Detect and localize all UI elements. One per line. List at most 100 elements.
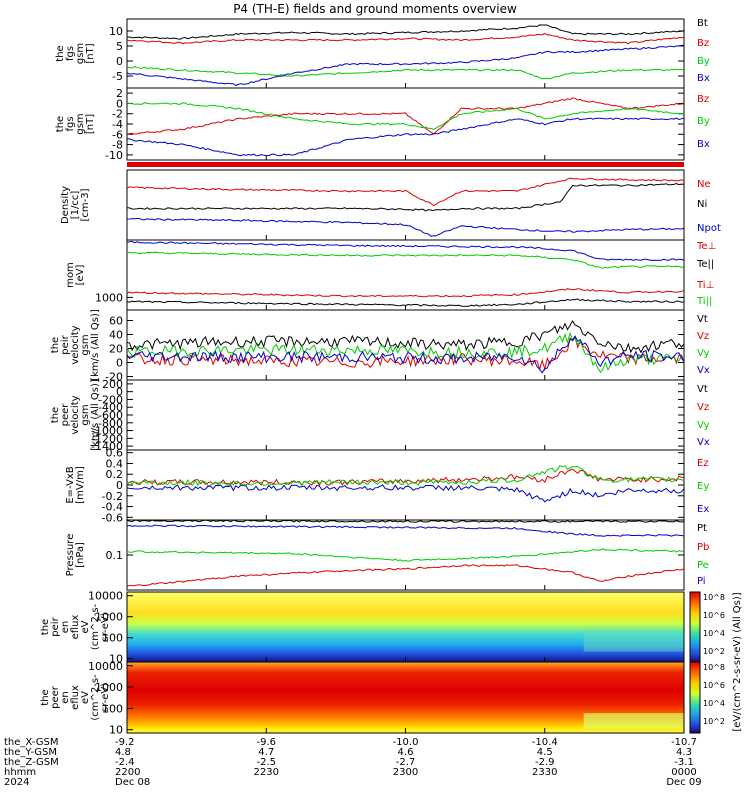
legend-entry: Ex <box>697 504 709 515</box>
y-tick-label: -0.4 <box>102 501 123 514</box>
series-line-Ti⊥ <box>126 288 685 298</box>
y-tick-label: 40 <box>109 329 123 342</box>
legend-entry: Te⊥ <box>696 241 716 252</box>
y-tick-label: -200 <box>98 393 123 406</box>
legend-entry: Vt <box>697 384 708 395</box>
y-tick-label: -1400 <box>91 440 123 453</box>
time-axis-row-label: the_X-GSM <box>4 737 58 748</box>
time-axis-value: -2.4 <box>115 757 135 768</box>
y-tick-label: 5 <box>116 40 123 53</box>
series-line-Bx <box>126 117 685 157</box>
y-tick-label: 100 <box>102 702 123 715</box>
time-axis-value: -2.7 <box>396 757 416 768</box>
panel-10: thepeerenefluxeV(cm^2-s-sr-eV)10000 1000 1… <box>40 660 685 737</box>
series-line-By <box>126 102 685 130</box>
panel-6: thepeervelocitygsm[km/s (All Qs)] 2000-20… <box>50 378 710 453</box>
series-line-Ni <box>126 182 685 212</box>
y-tick-label: 0 <box>116 479 123 492</box>
colorbar-tick-label: 10^6 <box>703 681 725 690</box>
panel-9: thepeirenefluxeV(cm^2-s-sr-eV)10000 1000 1… <box>40 590 685 666</box>
y-axis-label: thepeerenefluxeV(cm^2-s-sr-eV) <box>40 674 111 721</box>
separator-bar <box>127 162 684 167</box>
panel-3: Density[1/cc][cm-3] Ne Ni Npot <box>60 169 721 241</box>
panel-frame <box>126 239 685 311</box>
legend-entry: By <box>697 56 710 67</box>
series-line-Vt <box>126 320 685 354</box>
series-line-Npot <box>126 217 685 237</box>
legend-entry: By <box>697 116 710 127</box>
legend-entry: Npot <box>697 223 721 234</box>
y-tick-label: 1000 <box>95 681 123 694</box>
y-tick-label: -6 <box>112 128 123 141</box>
time-axis-row-label: hhmm <box>4 767 36 778</box>
y-tick-label: -0.6 <box>102 511 123 524</box>
y-tick-label: 10 <box>109 25 123 38</box>
panel-frame <box>126 18 685 89</box>
time-axis-value: -10.0 <box>393 737 419 748</box>
y-tick-label: -8 <box>112 139 123 152</box>
legend-entry: Ni <box>697 199 707 210</box>
y-tick-label: 10000 <box>88 660 123 673</box>
y-tick-label: 1000 <box>95 291 123 304</box>
y-axis-label: mom[eV] <box>65 262 86 288</box>
y-tick-label: 0.2 <box>106 468 124 481</box>
legend-entry: Vy <box>697 348 710 359</box>
y-tick-label: -2 <box>112 108 123 121</box>
time-axis-row-label: the_Y-GSM <box>4 747 57 758</box>
legend-entry: Bz <box>697 94 709 105</box>
y-axis-label: E=-VxB[mV/m] <box>65 466 86 504</box>
legend-entry: Bt <box>697 18 708 29</box>
colorbar-tick-label: 10^2 <box>703 717 725 726</box>
panel-5: thepeirvelocitygsm[km/s (All Qs)] 6040200… <box>50 309 710 383</box>
series-line-Bx <box>126 44 685 87</box>
time-axis-value: -9.2 <box>115 737 135 748</box>
colorbar-tick-label: 10^4 <box>703 699 725 708</box>
time-axis-value: Dec 08 <box>115 777 150 788</box>
legend-entry: Vx <box>697 437 710 448</box>
legend-entry: Ez <box>697 458 709 469</box>
panel-1: thefgsgsm[nT] 10 5 0 -5 Bt Bz By Bx <box>55 18 710 89</box>
time-axis-row-label: the_Z-GSM <box>4 757 59 768</box>
time-axis-value: -2.9 <box>535 757 555 768</box>
y-tick-label: 0 <box>116 386 123 399</box>
time-axis-value: 4.3 <box>676 747 692 758</box>
y-tick-label: -1000 <box>91 425 123 438</box>
figure-title: P4 (TH-E) fields and ground moments over… <box>233 2 517 16</box>
y-tick-label: 10 <box>109 724 123 737</box>
y-axis-label: thefgsgsm[nT] <box>55 113 96 134</box>
time-axis-value: -3.1 <box>674 757 694 768</box>
time-axis-value: 2330 <box>532 767 557 778</box>
series-line-Pi <box>126 524 685 537</box>
legend-entry: Bx <box>697 139 710 150</box>
time-axis-value: 0000 <box>671 767 696 778</box>
series-line-Pt <box>126 519 685 523</box>
series-line-Vz <box>126 336 685 372</box>
y-tick-label: 60 <box>109 315 123 328</box>
y-tick-label: -600 <box>98 409 123 422</box>
legend-entry: Pt <box>697 523 707 534</box>
series-line-Ne <box>126 177 685 207</box>
panel-7: E=-VxB[mV/m] 0.60.40.20-0.2-0.4-0.6 Ez Ey Ex <box>65 447 709 525</box>
y-axis-label: thefgsgsm[nT] <box>55 43 96 64</box>
legend-entry: Ey <box>697 481 709 492</box>
time-axis-value: -10.4 <box>532 737 558 748</box>
legend-entry: Vz <box>697 331 709 342</box>
colorbar-tick-label: 10^6 <box>703 611 725 620</box>
series-line-Vy <box>126 331 685 374</box>
spectrogram-region <box>583 713 684 729</box>
y-tick-label: 10 <box>109 653 123 666</box>
panel-frame <box>126 379 685 451</box>
colorbar-tick-label: 10^8 <box>703 593 725 602</box>
series-line-Vx <box>126 335 685 374</box>
colorbar: 10^8 10^6 10^4 10^2 10^8 10^6 10^4 10^2 [eV/(cm^… <box>689 591 743 734</box>
y-tick-label: -5 <box>112 70 123 83</box>
y-tick-label: -800 <box>98 417 123 430</box>
y-tick-label: -4 <box>112 118 123 131</box>
time-axis-value: -9.6 <box>256 737 276 748</box>
panel-2: thefgsgsm[nT] 20-2-4-6-8-10 Bz By Bx <box>55 87 710 162</box>
colorbar-label: [eV/(cm^2-s-sr-eV) (All Qs)] <box>732 592 743 731</box>
panel-4: mom[eV] 1000 Te⊥ Te|| Ti⊥ Ti|| <box>65 239 716 311</box>
legend-entry: Ti⊥ <box>696 280 714 291</box>
time-axis-value: -10.7 <box>671 737 697 748</box>
legend-entry: Te|| <box>696 259 714 270</box>
